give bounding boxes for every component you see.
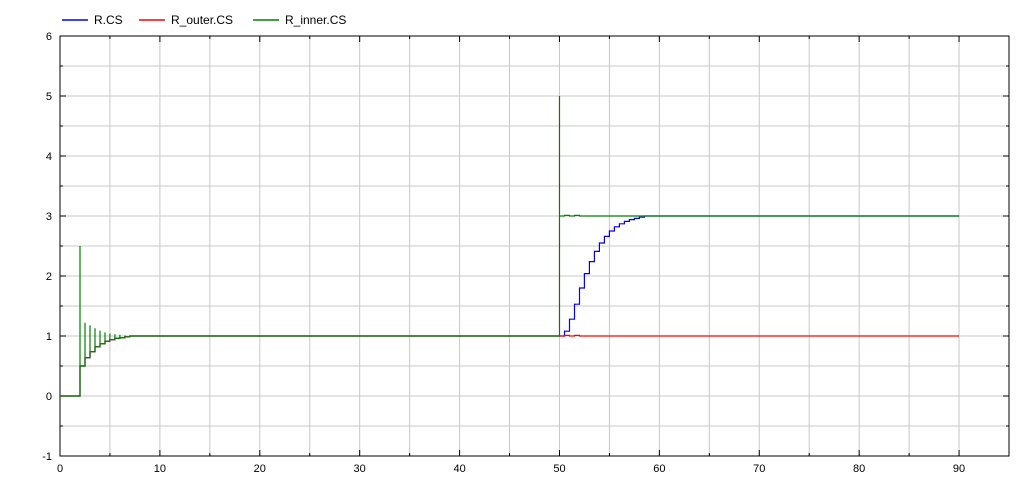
y-tick-label: 6 bbox=[46, 31, 52, 43]
x-tick-label: 20 bbox=[254, 463, 266, 475]
x-tick-label: 70 bbox=[753, 463, 765, 475]
y-tick-label: -1 bbox=[42, 451, 52, 463]
y-tick-label: 5 bbox=[46, 91, 52, 103]
legend-label: R_outer.CS bbox=[171, 13, 233, 27]
x-tick-label: 50 bbox=[553, 463, 565, 475]
y-tick-label: 0 bbox=[46, 391, 52, 403]
y-tick-label: 3 bbox=[46, 211, 52, 223]
x-tick-label: 10 bbox=[154, 463, 166, 475]
y-tick-label: 2 bbox=[46, 271, 52, 283]
x-tick-label: 60 bbox=[653, 463, 665, 475]
series-line-r-inner-cs bbox=[60, 96, 960, 397]
x-tick-label: 40 bbox=[453, 463, 465, 475]
series-lines bbox=[60, 96, 960, 397]
tick-labels: 0 10 20 30 40 50 60 70 80 90 -1 0 1 2 3 4 5 6 bbox=[42, 31, 965, 475]
x-tick-label: 90 bbox=[953, 463, 965, 475]
y-tick-label: 1 bbox=[46, 331, 52, 343]
grid bbox=[60, 36, 1009, 456]
axis-ticks bbox=[59, 35, 1009, 457]
x-tick-label: 80 bbox=[853, 463, 865, 475]
legend-label: R.CS bbox=[94, 13, 123, 27]
x-tick-label: 0 bbox=[57, 463, 63, 475]
legend: R.CS R_outer.CS R_inner.CS bbox=[62, 13, 346, 27]
x-tick-label: 30 bbox=[354, 463, 366, 475]
legend-label: R_inner.CS bbox=[285, 13, 346, 27]
y-tick-label: 4 bbox=[46, 151, 52, 163]
